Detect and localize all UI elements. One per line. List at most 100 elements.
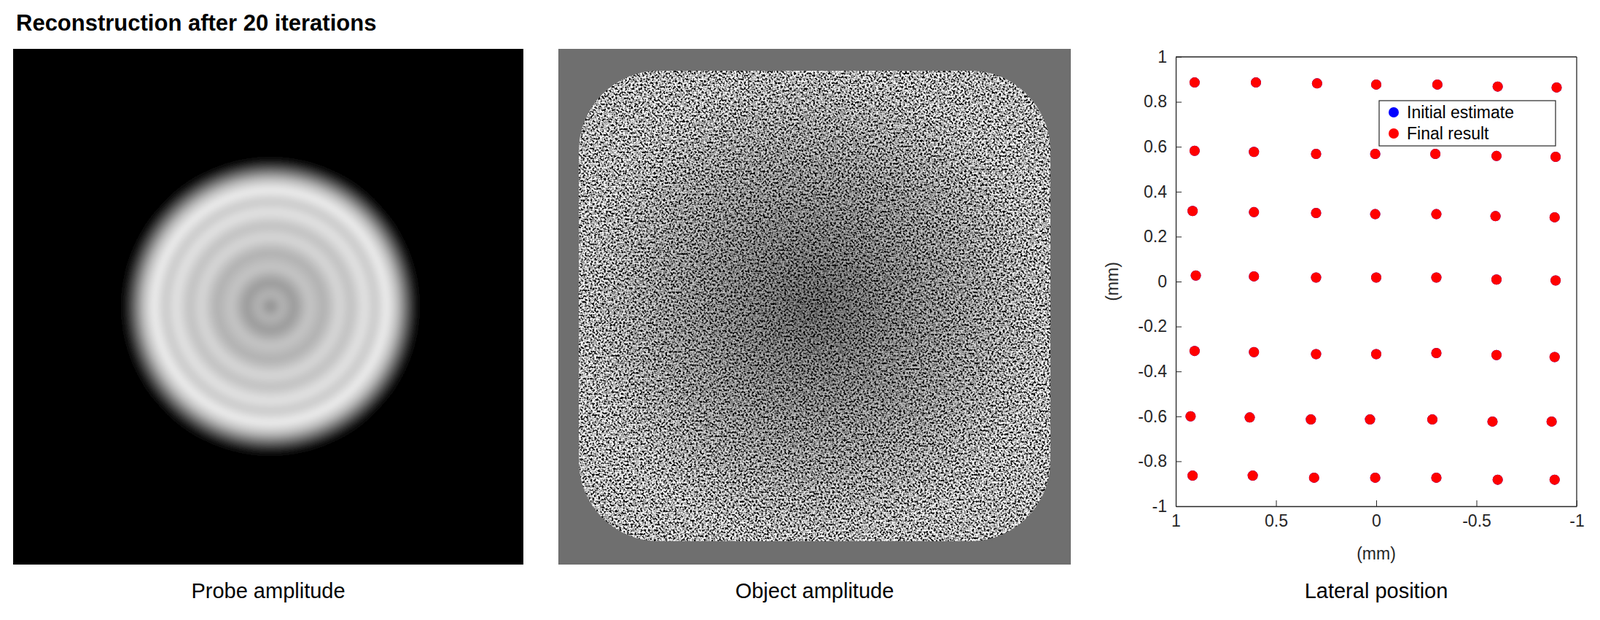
data-point: [1491, 349, 1502, 361]
frame-top: [1175, 56, 1577, 57]
data-point: [1551, 82, 1563, 93]
data-point: [1364, 414, 1375, 425]
data-point: [1550, 151, 1561, 162]
probe-disc: [121, 156, 420, 456]
data-point: [1551, 82, 1563, 93]
data-point: [1492, 81, 1504, 92]
data-point: [1191, 270, 1202, 281]
legend-label: Final result: [1406, 123, 1490, 143]
data-point: [1431, 209, 1442, 220]
axis-line: [1176, 505, 1578, 507]
tick: -0.8: [1137, 451, 1182, 471]
tick-mark: [1175, 146, 1182, 148]
data-point: [1431, 209, 1442, 220]
data-point: [1546, 416, 1557, 427]
data-point: [1185, 411, 1196, 422]
data-point: [1187, 205, 1198, 216]
data-point: [1311, 148, 1322, 159]
tick-label: 0: [1157, 271, 1168, 291]
tick-mark: [1175, 505, 1182, 507]
tick-label: 0.4: [1143, 182, 1168, 202]
data-point: [1427, 414, 1438, 425]
tick: 0: [1371, 500, 1382, 530]
tick-mark: [1175, 191, 1182, 193]
data-point: [1549, 351, 1560, 362]
tick-label: 0.5: [1264, 510, 1289, 530]
tick-label: 1: [1157, 47, 1168, 67]
tick-mark: [1376, 500, 1377, 506]
data-point: [1185, 411, 1196, 422]
data-point: [1549, 474, 1560, 485]
data-point: [1311, 348, 1322, 359]
figure: Reconstruction after 20 iterations Probe …: [0, 0, 1600, 620]
y-axis-label: (mm): [1102, 261, 1122, 302]
data-point: [1189, 345, 1200, 356]
data-point: [1491, 150, 1502, 162]
data-point: [1189, 345, 1200, 356]
figure-title: Reconstruction after 20 iterations: [16, 10, 377, 36]
object-shading: [578, 70, 1051, 541]
tick-label: -0.5: [1462, 510, 1492, 530]
tick-mark: [1175, 460, 1182, 462]
tick: 0.5: [1264, 500, 1289, 530]
tick-mark: [1175, 281, 1182, 283]
data-point: [1250, 77, 1262, 88]
data-point: [1431, 271, 1442, 283]
data-point: [1305, 414, 1316, 425]
tick: 0.6: [1143, 137, 1182, 156]
data-point: [1189, 77, 1200, 88]
tick-label: -0.8: [1137, 451, 1168, 471]
data-point: [1431, 347, 1442, 358]
data-point: [1187, 470, 1198, 481]
data-point: [1311, 207, 1322, 218]
data-point: [1491, 274, 1502, 285]
object-image: [558, 48, 1071, 565]
data-point: [1490, 210, 1501, 221]
data-point: [1546, 416, 1557, 427]
data-point: [1364, 414, 1375, 425]
data-point: [1311, 207, 1322, 218]
tick-mark: [1276, 500, 1278, 506]
panel-caption: Object amplitude: [735, 578, 895, 603]
legend-marker: [1388, 128, 1399, 139]
tick: 0: [1157, 271, 1182, 291]
x-axis-label: (mm): [1356, 543, 1396, 563]
tick-mark: [1175, 102, 1182, 103]
tick-mark: [1175, 236, 1182, 237]
data-point: [1312, 77, 1323, 89]
data-point: [1549, 474, 1560, 485]
image-background: [13, 48, 524, 565]
panel-caption: Probe amplitude: [190, 578, 345, 603]
tick: -0.2: [1137, 316, 1182, 336]
data-point: [1371, 79, 1382, 90]
tick-label: 1: [1171, 510, 1181, 530]
tick: 0.4: [1143, 182, 1182, 202]
data-point: [1371, 348, 1382, 359]
tick-label: -0.4: [1137, 361, 1168, 381]
data-point: [1305, 414, 1316, 425]
data-point: [1189, 77, 1200, 88]
data-point: [1311, 271, 1322, 283]
data-point: [1371, 348, 1382, 359]
data-point: [1549, 351, 1560, 362]
legend: Initial estimateFinal result: [1379, 100, 1556, 146]
data-point: [1491, 274, 1502, 285]
x-axis: 10.50-0.5-1: [1171, 500, 1585, 530]
panel-caption: Lateral position: [1304, 578, 1449, 603]
data-point: [1244, 411, 1255, 423]
data-point: [1549, 212, 1560, 223]
frame-right: [1575, 56, 1577, 506]
tick: 0.2: [1143, 226, 1182, 246]
data-point: [1248, 346, 1259, 358]
points: [1185, 77, 1562, 485]
data-point: [1370, 148, 1381, 159]
data-point: [1491, 349, 1502, 361]
data-point: [1492, 474, 1504, 485]
probe-image: [13, 48, 524, 565]
data-point: [1492, 81, 1504, 92]
data-point: [1371, 271, 1382, 283]
tick: -0.6: [1137, 406, 1182, 426]
data-point: [1550, 151, 1561, 162]
tick-label: 0.2: [1143, 226, 1168, 246]
data-point: [1248, 146, 1259, 157]
